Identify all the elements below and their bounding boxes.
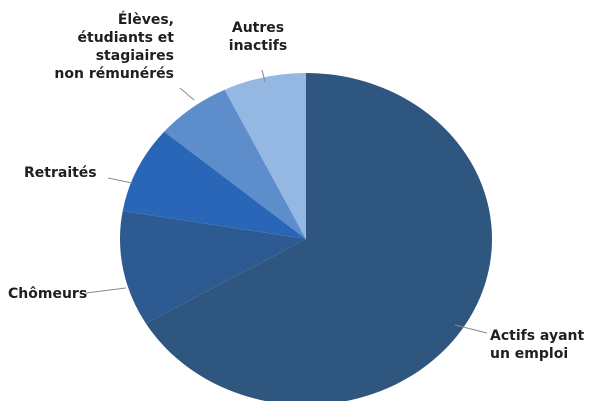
slice-label-4: Élèves, étudiants et stagiaires non rémunér… [54,11,174,82]
slice-label-line: stagiaires [96,48,174,64]
slice-label-line: Actifs ayant [490,328,584,344]
slice-label-line: Retraités [24,165,97,181]
slice-label-line: non rémunérés [54,66,174,82]
slice-label-1: Actifs ayant un emploi [490,328,584,362]
leader-line-2 [85,287,127,294]
pie-leader-lines [85,69,488,334]
leader-line-5 [261,69,266,83]
leader-line-1 [454,324,488,334]
pie-slice-1 [145,73,492,401]
leader-line-3 [107,177,133,184]
slice-label-line: Élèves, [118,11,174,28]
slice-label-line: étudiants et [78,30,175,46]
slice-label-2: Chômeurs [8,286,87,302]
pie-slice-5 [224,73,306,239]
pie-labels: Actifs ayant un emploi Chômeurs Retraités Él… [8,11,584,362]
slice-label-line: un emploi [490,346,568,362]
slice-label-line: inactifs [229,38,287,54]
slice-label-line: Autres [232,20,284,36]
slice-label-3: Retraités [24,165,97,181]
leader-line-4 [179,87,195,101]
pie-slice-3 [122,131,306,239]
pie-slice-4 [164,89,306,239]
slice-label-5: Autres inactifs [229,20,287,54]
slice-label-line: Chômeurs [8,286,87,302]
pie-slices [119,73,492,401]
pie-slice-2 [119,210,306,324]
